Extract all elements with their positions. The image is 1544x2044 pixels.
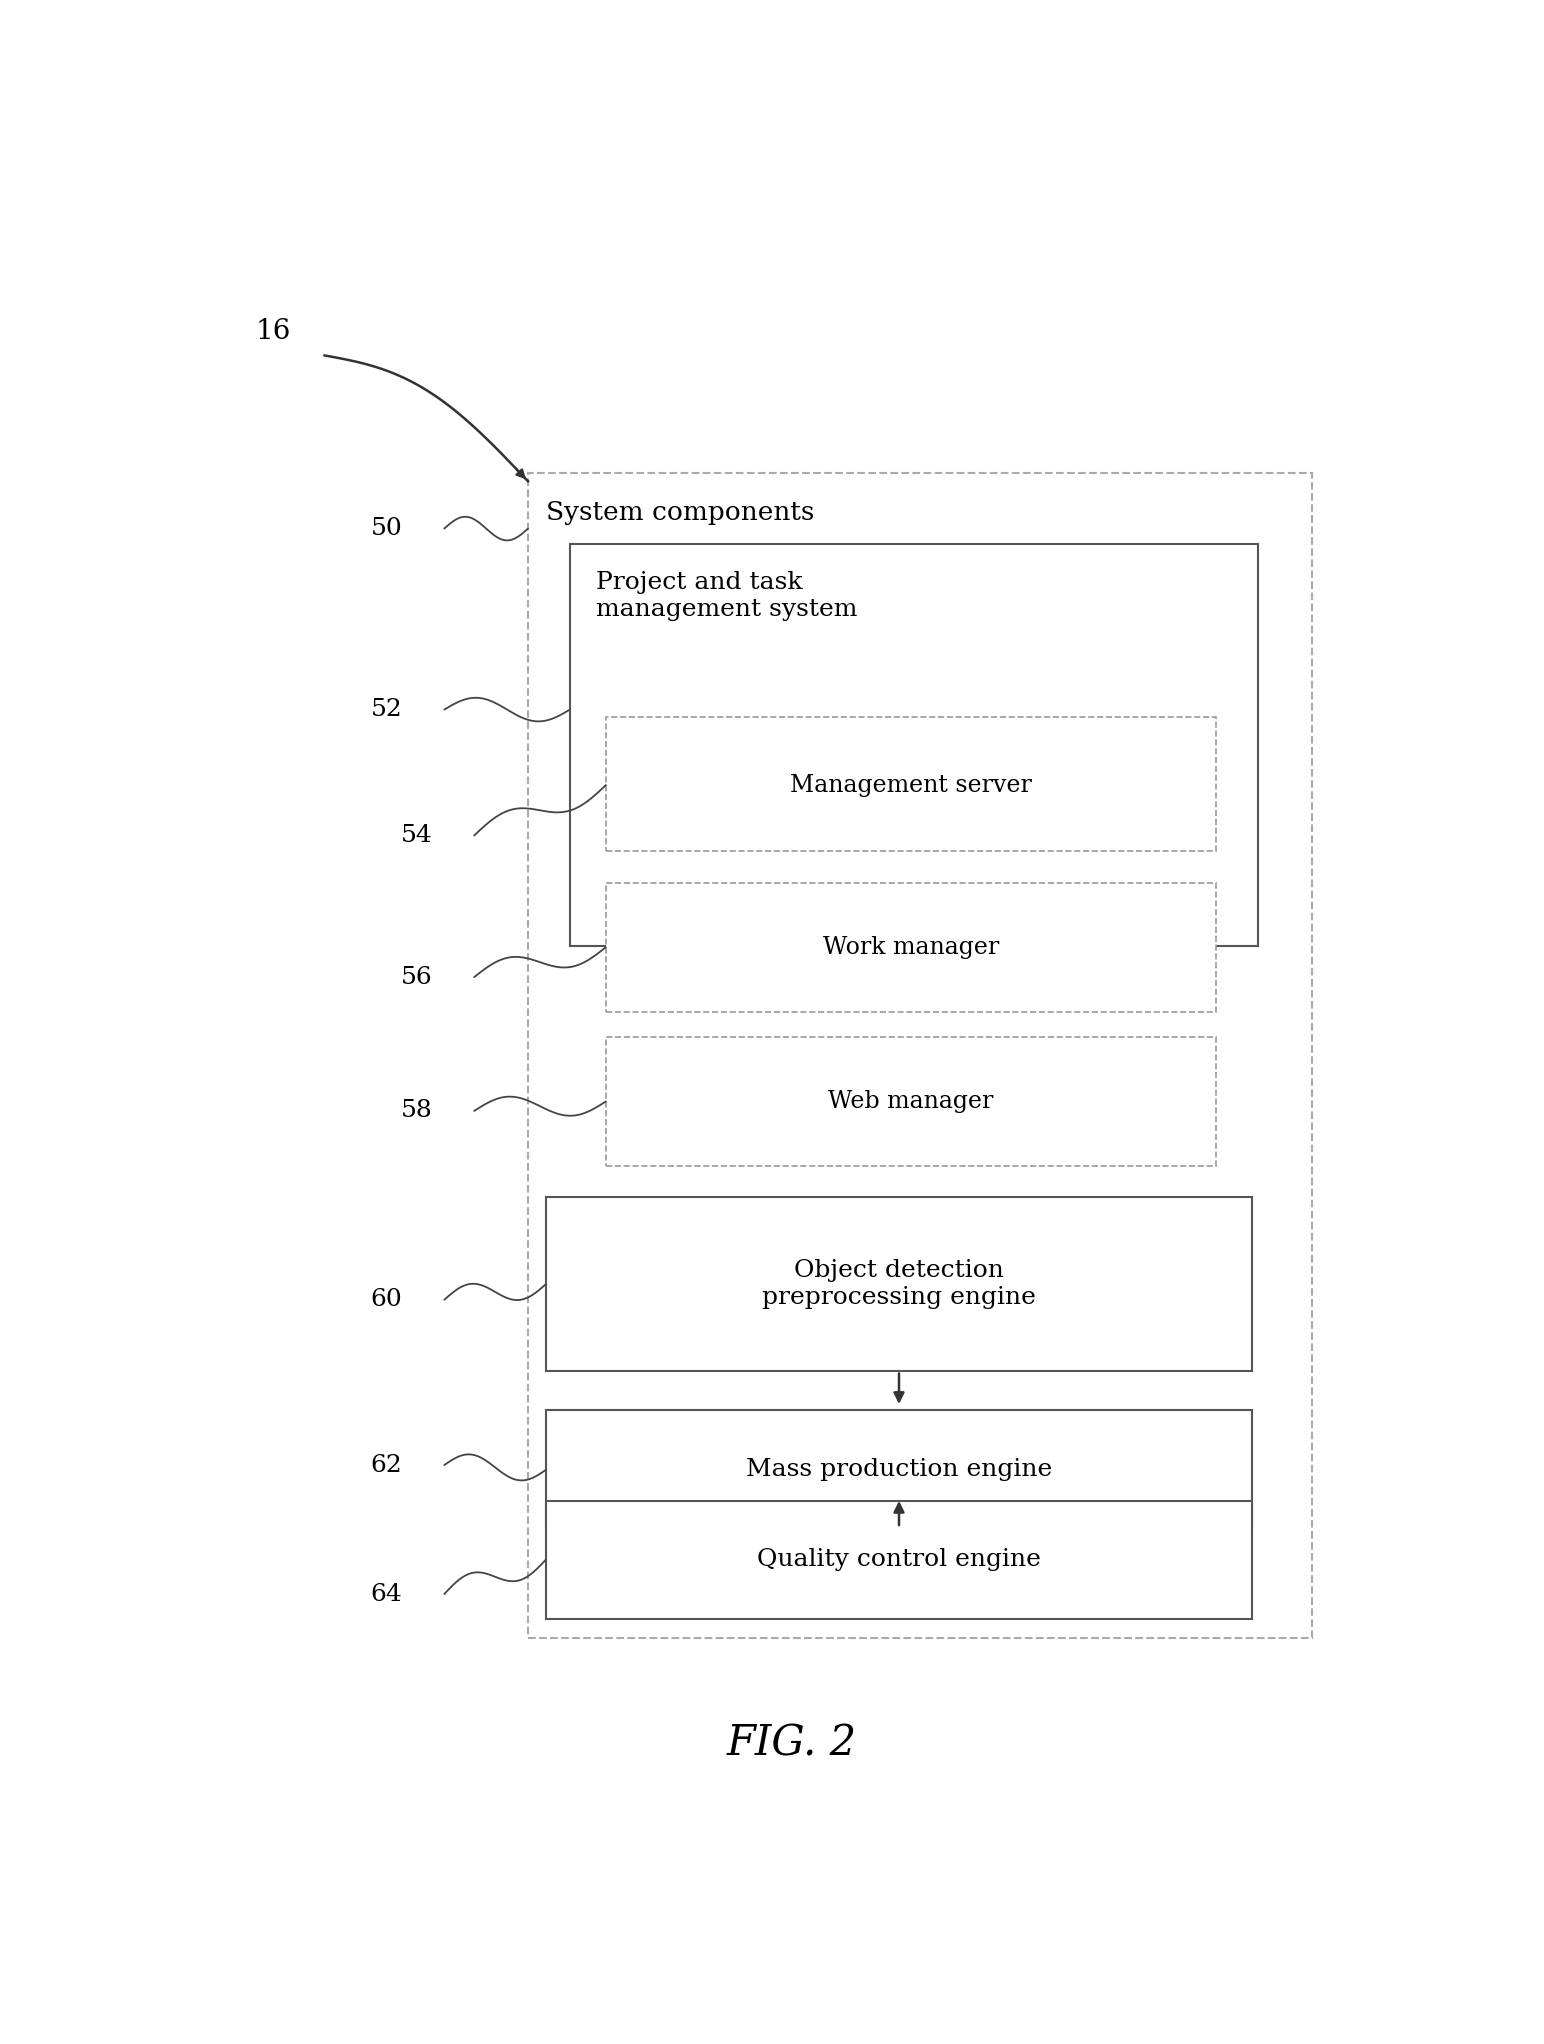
Text: Management server: Management server [791,773,1031,797]
Text: 60: 60 [371,1288,403,1312]
Bar [547,1198,1252,1372]
Text: Web manager: Web manager [828,1089,994,1114]
Text: 16: 16 [256,319,292,345]
Text: System components: System components [547,501,814,525]
Text: 64: 64 [371,1582,403,1607]
Bar [547,1500,1252,1619]
Bar [605,717,1217,850]
Text: Object detection
preprocessing engine: Object detection preprocessing engine [763,1259,1036,1308]
Text: 62: 62 [371,1453,403,1476]
Text: Mass production engine: Mass production engine [746,1457,1051,1482]
Bar [570,544,1258,946]
Bar [605,883,1217,1012]
Text: FIG. 2: FIG. 2 [726,1723,857,1764]
Text: 50: 50 [371,517,403,540]
Bar [528,474,1312,1637]
Bar [547,1410,1252,1529]
Text: 54: 54 [400,824,432,846]
Text: Project and task
management system: Project and task management system [596,570,857,621]
Text: Quality control engine: Quality control engine [757,1547,1041,1572]
Text: Work manager: Work manager [823,936,999,959]
Text: 58: 58 [400,1100,432,1122]
Text: 52: 52 [371,699,403,722]
Bar [605,1036,1217,1165]
Text: 56: 56 [400,965,432,989]
